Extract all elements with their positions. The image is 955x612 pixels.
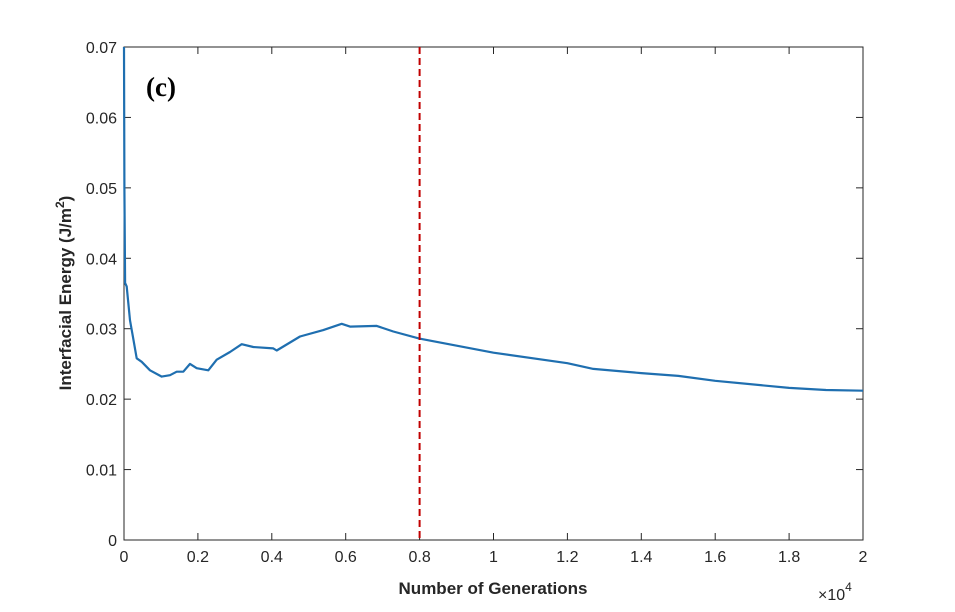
y-axis-label-main: Interfacial Energy (J/m	[56, 208, 75, 390]
y-axis-ticks: 0 0.01 0.02 0.03 0.04 0.05 0.06 0.07	[86, 40, 863, 550]
x-tick-label: 1.4	[630, 549, 652, 566]
x-tick-label: 1.8	[778, 549, 800, 566]
x-tick-label: 1	[489, 549, 498, 566]
x-tick-label: 1.2	[556, 549, 578, 566]
panel-label: (c)	[146, 72, 176, 102]
x-exponent-base: ×10	[818, 587, 845, 604]
series-line	[122, 46, 864, 392]
y-axis-label: Interfacial Energy (J/m2)	[53, 196, 75, 391]
x-tick-label: 0.2	[187, 549, 209, 566]
y-tick-label: 0.07	[86, 40, 117, 57]
x-axis-ticks: 0 0.2 0.4 0.6 0.8 1 1.2 1.4 1.6 1.8 2	[120, 47, 868, 566]
y-axis-label-sup: 2	[53, 201, 67, 208]
y-tick-label: 0.03	[86, 322, 117, 339]
y-axis-label-end: )	[56, 196, 75, 202]
x-tick-label: 0.4	[261, 549, 283, 566]
y-tick-label: 0.02	[86, 392, 117, 409]
x-tick-label: 1.6	[704, 549, 726, 566]
y-tick-label: 0.05	[86, 181, 117, 198]
y-tick-label: 0	[108, 533, 117, 550]
x-tick-label: 0	[120, 549, 129, 566]
x-axis-label: Number of Generations	[399, 579, 588, 598]
plot-area	[122, 46, 864, 540]
x-tick-label: 0.6	[335, 549, 357, 566]
x-tick-label: 0.8	[408, 549, 430, 566]
x-exponent-power: 4	[845, 580, 852, 594]
axes-frame	[123, 46, 864, 541]
x-tick-label: 2	[859, 549, 868, 566]
y-tick-label: 0.04	[86, 251, 117, 268]
y-tick-label: 0.06	[86, 110, 117, 127]
y-tick-label: 0.01	[86, 463, 117, 480]
x-axis-exponent: ×104	[818, 580, 852, 604]
axes-border	[123, 46, 864, 541]
